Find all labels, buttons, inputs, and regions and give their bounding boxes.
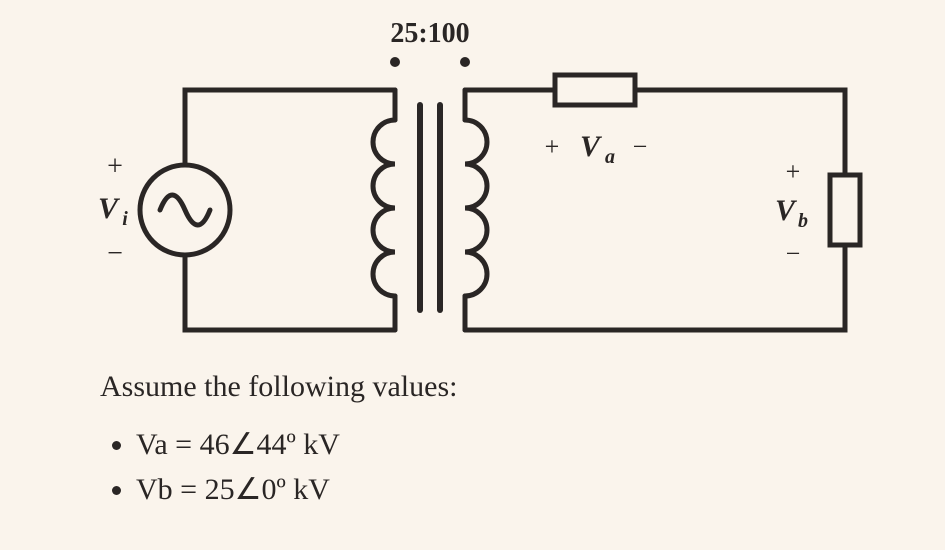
ratio-label: 25:100 <box>390 18 469 49</box>
vb-value: Vb = 25∠0º kV <box>136 467 457 512</box>
wire-primary-top <box>185 90 395 165</box>
vi-label-sub: i <box>122 208 128 230</box>
vi-label-main: V <box>98 192 121 225</box>
va-label-main: V <box>580 130 603 163</box>
sine-icon <box>160 195 210 225</box>
va-value: Va = 46∠44º kV <box>136 422 457 467</box>
vb-label-sub: b <box>798 210 808 232</box>
values-text-block: Assume the following values: Va = 46∠44º… <box>100 370 457 512</box>
polarity-dot-secondary <box>460 57 470 67</box>
va-plus: + <box>545 132 560 161</box>
wire-sec-top-2 <box>635 90 845 175</box>
polarity-dot-primary <box>390 57 400 67</box>
resistor-vb <box>830 175 860 245</box>
vb-plus: + <box>786 157 801 186</box>
circuit-svg: 25:100 + V i − <box>0 0 945 380</box>
vi-minus: − <box>107 238 123 269</box>
vb-label-main: V <box>775 194 798 227</box>
vb-minus: − <box>786 239 801 268</box>
circuit-diagram-container: 25:100 + V i − <box>0 0 945 550</box>
secondary-coil <box>465 120 487 296</box>
wire-primary-bottom <box>185 255 395 330</box>
assume-text: Assume the following values: <box>100 370 457 404</box>
va-label-sub: a <box>605 146 615 168</box>
va-minus: − <box>633 132 648 161</box>
resistor-va <box>555 75 635 105</box>
primary-coil <box>373 120 395 296</box>
values-list: Va = 46∠44º kV Vb = 25∠0º kV <box>100 422 457 512</box>
vi-plus: + <box>107 151 123 182</box>
